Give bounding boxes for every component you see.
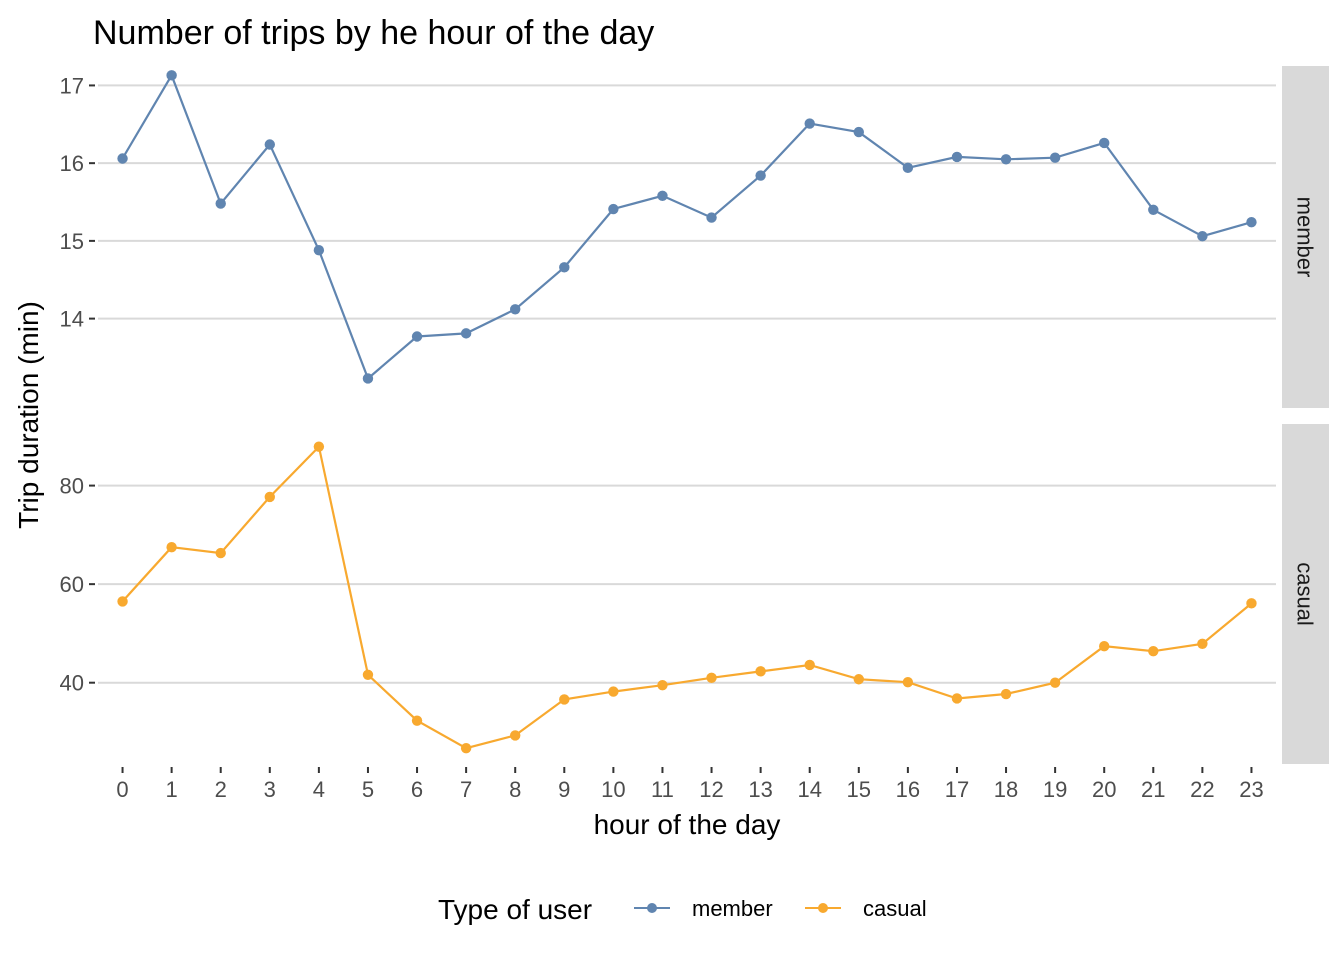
point-member-0 — [117, 153, 128, 164]
point-casual-2 — [215, 547, 226, 559]
x-tick-label-19: 19 — [1043, 777, 1067, 802]
point-casual-21 — [1148, 645, 1159, 657]
x-tick-label-12: 12 — [699, 777, 723, 802]
point-member-6 — [411, 331, 423, 342]
point-member-7 — [460, 328, 472, 339]
x-tick-label-0: 0 — [116, 777, 128, 802]
point-casual-20 — [1099, 641, 1110, 652]
point-casual-16 — [902, 677, 914, 688]
point-member-17 — [951, 151, 963, 163]
x-tick-label-9: 9 — [558, 777, 570, 802]
point-member-18 — [1000, 154, 1012, 165]
x-axis: 0 1 2 3 4 5 6 7 8 9 10 11 12 13 14 15 16 17 18 19 20 21 22 23 — [116, 767, 1264, 802]
legend-title: Type of user — [438, 894, 592, 925]
point-casual-3 — [264, 491, 275, 503]
x-tick-label-1: 1 — [166, 777, 178, 802]
legend-key-member-point — [647, 903, 657, 913]
x-tick-label-17: 17 — [945, 777, 969, 802]
point-member-23 — [1246, 217, 1257, 228]
facet-panels: 14 15 16 17 member 40 60 80 casual — [60, 66, 1329, 764]
x-axis-title: hour of the day — [594, 809, 781, 840]
point-member-20 — [1099, 137, 1110, 149]
y-axis-title: Trip duration (min) — [13, 301, 44, 529]
point-casual-9 — [559, 694, 570, 705]
legend: Type of user member casual — [438, 894, 927, 925]
point-casual-0 — [117, 596, 128, 607]
series-line-casual — [121, 444, 1253, 750]
point-member-14 — [804, 118, 815, 129]
point-member-21 — [1148, 204, 1159, 215]
point-casual-5 — [362, 669, 374, 681]
point-casual-10 — [608, 686, 619, 697]
series-line-member — [121, 72, 1252, 381]
x-tick-label-18: 18 — [994, 777, 1018, 802]
x-tick-label-15: 15 — [847, 777, 871, 802]
x-tick-label-13: 13 — [748, 777, 772, 802]
facet-strip-casual — [1282, 424, 1329, 764]
point-casual-19 — [1049, 677, 1061, 688]
point-member-11 — [657, 190, 668, 202]
x-tick-label-8: 8 — [509, 777, 521, 802]
chart-title: Number of trips by he hour of the day — [93, 14, 654, 52]
x-tick-label-16: 16 — [896, 777, 920, 802]
x-tick-label-14: 14 — [797, 777, 821, 802]
point-casual-17 — [951, 693, 963, 704]
y-tick-label-member-15: 15 — [60, 229, 84, 254]
y-tick-label-member-17: 17 — [60, 73, 84, 98]
point-casual-7 — [460, 743, 472, 754]
legend-key-casual-point — [818, 903, 828, 913]
point-casual-15 — [853, 674, 864, 685]
point-casual-13 — [755, 666, 766, 677]
point-casual-23 — [1246, 598, 1257, 609]
point-member-2 — [215, 198, 226, 209]
facet-strip-label-casual: casual — [1293, 562, 1318, 626]
point-casual-1 — [166, 541, 177, 553]
point-member-4 — [313, 245, 325, 256]
point-casual-8 — [510, 730, 521, 741]
x-tick-label-7: 7 — [460, 777, 472, 802]
point-casual-11 — [657, 679, 668, 691]
point-member-22 — [1197, 231, 1208, 242]
y-tick-label-member-14: 14 — [60, 307, 84, 332]
point-casual-14 — [804, 659, 815, 671]
point-casual-4 — [313, 441, 325, 452]
y-tick-label-casual-40: 40 — [60, 671, 84, 696]
x-tick-label-23: 23 — [1239, 777, 1263, 802]
point-member-5 — [362, 373, 374, 384]
point-member-19 — [1049, 152, 1061, 163]
x-tick-label-10: 10 — [601, 777, 625, 802]
y-tick-label-member-16: 16 — [60, 151, 84, 176]
legend-label-casual: casual — [863, 896, 927, 921]
panel-casual: 40 60 80 casual — [60, 424, 1329, 764]
point-casual-6 — [411, 715, 423, 726]
point-member-8 — [510, 304, 521, 315]
legend-label-member: member — [692, 896, 773, 921]
point-member-13 — [755, 170, 766, 181]
y-tick-label-casual-60: 60 — [60, 572, 84, 597]
point-casual-12 — [706, 672, 717, 683]
point-casual-18 — [1000, 688, 1012, 700]
point-member-15 — [853, 126, 864, 138]
point-member-3 — [264, 139, 275, 150]
x-tick-label-6: 6 — [411, 777, 423, 802]
point-member-1 — [166, 70, 177, 81]
point-member-16 — [902, 162, 914, 174]
facet-strip-member — [1282, 66, 1329, 408]
x-tick-label-20: 20 — [1092, 777, 1116, 802]
point-member-9 — [559, 262, 570, 273]
x-tick-label-2: 2 — [215, 777, 227, 802]
x-tick-label-5: 5 — [362, 777, 374, 802]
x-tick-label-11: 11 — [651, 777, 674, 802]
point-member-12 — [706, 212, 717, 223]
y-tick-label-casual-80: 80 — [60, 474, 84, 499]
x-tick-label-21: 21 — [1141, 777, 1165, 802]
point-casual-22 — [1197, 638, 1208, 649]
panel-member: 14 15 16 17 member — [60, 66, 1329, 408]
point-member-10 — [608, 203, 619, 215]
x-tick-label-3: 3 — [264, 777, 276, 802]
x-tick-label-22: 22 — [1190, 777, 1214, 802]
x-tick-label-4: 4 — [313, 777, 325, 802]
facet-strip-label-member: member — [1293, 197, 1318, 278]
